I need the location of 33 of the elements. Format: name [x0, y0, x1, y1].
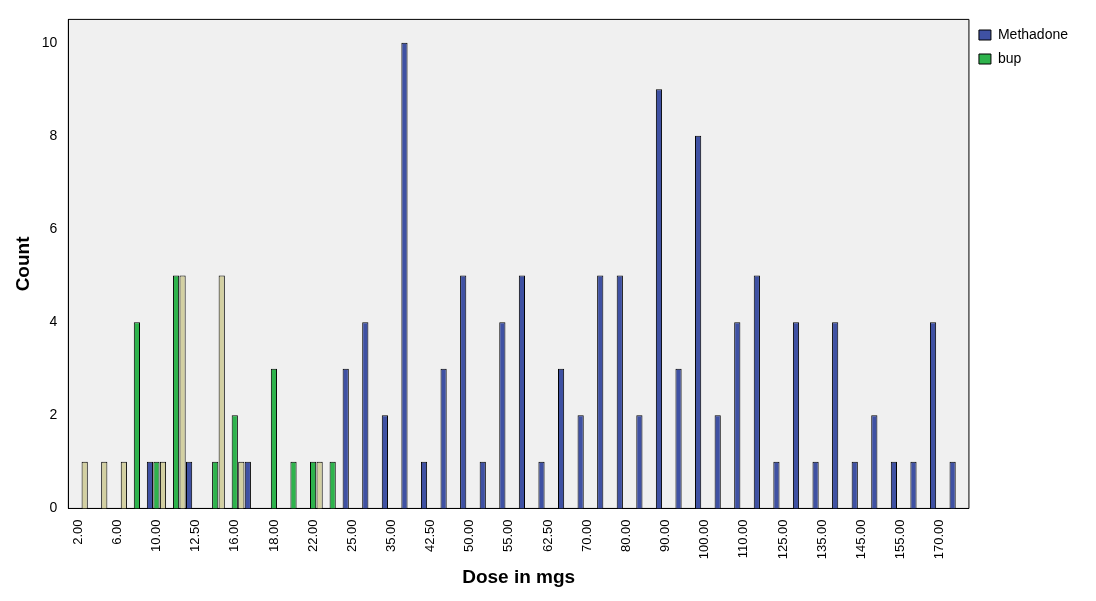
- y-tick-label: 4: [49, 313, 58, 329]
- x-tick-label: 125.00: [774, 519, 790, 560]
- x-tick-label: 80.00: [617, 519, 633, 552]
- y-tick-label: 2: [49, 406, 58, 423]
- x-tick-label: 135.00: [813, 519, 829, 560]
- x-tick-label: 55.00: [500, 519, 516, 552]
- x-tick-label: 110.00: [735, 519, 751, 559]
- x-tick-label: 16.00: [226, 519, 242, 552]
- y-tick-label: 8: [49, 126, 58, 143]
- x-tick-label: 70.00: [578, 519, 594, 552]
- x-tick-label: 155.00: [892, 519, 907, 560]
- y-tick-label: 0: [49, 499, 58, 516]
- y-tick-label: 6: [49, 219, 58, 236]
- x-axis-title: Dose in mgs: [462, 565, 576, 587]
- x-tick-label: 6.00: [108, 519, 124, 545]
- x-tick-label: 10.00: [148, 519, 164, 552]
- x-tick-label: 62.50: [539, 519, 555, 552]
- x-tick-label: 12.50: [187, 519, 203, 552]
- x-tick-label: 35.00: [382, 519, 398, 552]
- x-tick-label: 170.00: [931, 519, 947, 560]
- legend-label: Methadone: [997, 25, 1069, 42]
- x-tick-label: 25.00: [343, 519, 359, 552]
- x-tick-label: 42.50: [422, 519, 438, 552]
- y-tick-label: 10: [41, 33, 58, 50]
- x-tick-label: 50.00: [461, 519, 477, 552]
- legend-label: bup: [997, 49, 1022, 66]
- x-tick-label: 145.00: [852, 519, 868, 560]
- x-tick-label: 22.00: [304, 519, 320, 552]
- y-axis-title: Count: [11, 235, 33, 292]
- x-tick-label: 18.00: [265, 519, 281, 552]
- x-tick-label: 90.00: [657, 519, 673, 552]
- x-tick-label: 2.00: [69, 519, 85, 545]
- x-tick-label: 100.00: [696, 519, 712, 560]
